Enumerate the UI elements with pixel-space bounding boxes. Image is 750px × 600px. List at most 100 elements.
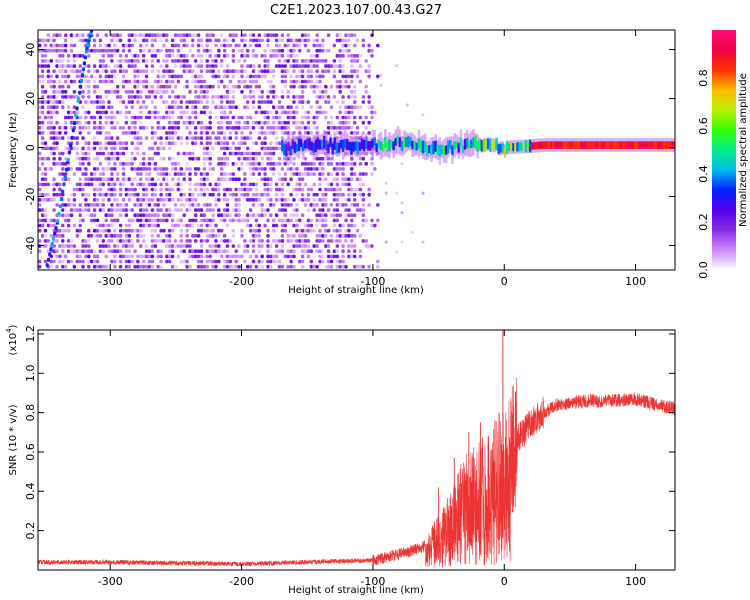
spectrogram-cell xyxy=(130,259,134,264)
spectrogram-cell xyxy=(208,126,212,130)
spectrogram-cell xyxy=(205,136,209,140)
spectrogram-cell xyxy=(156,59,160,63)
spectrogram-cell xyxy=(263,100,267,104)
spectrogram-cell xyxy=(168,136,172,140)
spectrogram-cell xyxy=(185,64,189,68)
spectrogram-cell xyxy=(367,192,371,197)
spectrogram-cell xyxy=(350,187,354,192)
spectrogram-cell xyxy=(335,172,339,176)
spectrogram-cell xyxy=(130,254,134,259)
spectrogram-cell xyxy=(107,239,111,243)
spectrogram-cell xyxy=(136,54,140,58)
spectrogram-cell xyxy=(165,187,169,192)
spectrogram-cell xyxy=(306,59,311,63)
spectrogram-cell xyxy=(66,239,71,243)
spectrogram-cell xyxy=(300,64,305,68)
spectrogram-cell xyxy=(185,84,189,89)
spectrogram-cell xyxy=(344,228,348,233)
spectrogram-cell xyxy=(84,203,88,207)
spectrogram-cell xyxy=(269,141,273,145)
spectrogram-cell xyxy=(144,105,149,109)
spectrogram-cell xyxy=(170,218,175,223)
spectrogram-cell xyxy=(332,239,337,243)
spectrogram-cell xyxy=(98,38,103,43)
spectrogram-cell xyxy=(107,64,111,68)
spectrogram-cell xyxy=(248,198,253,202)
spectrogram-cell xyxy=(194,105,198,109)
carrier-cell xyxy=(365,139,368,149)
spectrogram-cell xyxy=(136,115,140,120)
spectrogram-cell xyxy=(220,33,224,37)
spectrogram-cell xyxy=(84,110,88,115)
spectrogram-cell xyxy=(208,259,212,264)
spectrogram-cell xyxy=(194,84,198,89)
spectrogram-cell xyxy=(55,48,59,53)
spectrogram-cell xyxy=(303,79,308,84)
spectrogram-cell xyxy=(64,69,68,73)
diagonal-trace-cell xyxy=(71,128,75,133)
spectrogram-cell xyxy=(144,167,149,171)
spectrogram-cell xyxy=(286,203,290,207)
spectrogram-cell xyxy=(280,110,285,115)
spectrogram-cell xyxy=(326,120,331,125)
spectrogram-cell xyxy=(344,234,348,238)
spectrogram-cell xyxy=(324,95,328,99)
spectrogram-cell xyxy=(211,59,215,63)
spectrogram-cell xyxy=(66,59,71,63)
spectrogram-cell xyxy=(170,69,175,73)
spectrogram-cell xyxy=(231,162,235,166)
spectrogram-cell xyxy=(315,156,319,161)
spectrogram-cell xyxy=(61,162,65,166)
spectrogram-cell xyxy=(225,126,230,130)
carrier-cell xyxy=(331,143,334,155)
spectrogram-cell xyxy=(350,110,354,115)
spectrogram-cell xyxy=(243,95,247,99)
spectrogram-cell xyxy=(92,156,97,161)
spectrogram-cell xyxy=(168,110,172,115)
spectrogram-cell xyxy=(139,43,143,48)
spectrogram-cell xyxy=(104,146,108,151)
spectrogram-cell xyxy=(46,146,51,151)
spectrogram-cell xyxy=(243,187,247,192)
spectrogram-cell xyxy=(344,177,348,181)
spectrogram-cell xyxy=(283,131,287,135)
spectrogram-cell xyxy=(87,254,91,259)
spectrogram-cell xyxy=(150,69,155,73)
carrier-cell xyxy=(501,143,505,153)
spectrogram-cell xyxy=(344,110,348,115)
spectrogram-cell xyxy=(277,259,282,264)
spectrogram-cell xyxy=(142,100,146,104)
spectrogram-cell xyxy=(159,156,163,161)
carrier-cell xyxy=(514,142,517,152)
spectrogram-cell xyxy=(58,43,62,48)
spectrogram-cell xyxy=(182,172,186,176)
spectrogram-cell xyxy=(318,198,322,202)
spectrogram-cell xyxy=(107,151,111,156)
spectrogram-cell xyxy=(280,208,285,212)
spectrogram-cell xyxy=(350,239,354,243)
spectrogram-cell xyxy=(156,172,160,176)
spectrogram-cell xyxy=(124,187,129,192)
spectrogram-cell xyxy=(52,136,56,140)
spectrogram-cell xyxy=(159,48,163,53)
spectrogram-cell xyxy=(84,244,88,248)
carrier-cell xyxy=(478,138,482,150)
spectrogram-cell xyxy=(234,192,238,197)
spectrogram-cell xyxy=(179,64,183,68)
spectrogram-cell xyxy=(185,264,189,269)
spectrogram-cell xyxy=(38,259,42,264)
spectrogram-cell xyxy=(46,115,51,120)
spectrogram-cell xyxy=(121,172,126,176)
spectrogram-cell xyxy=(199,59,204,63)
carrier-cell xyxy=(297,138,301,152)
spectrogram-cell xyxy=(170,48,175,53)
spectrogram-cell xyxy=(272,146,276,151)
spectrogram-cell xyxy=(75,141,79,145)
spectrogram-cell xyxy=(251,38,256,43)
spectrogram-cell xyxy=(266,151,270,156)
spectrogram-cell xyxy=(376,43,380,48)
spectrogram-cell xyxy=(107,208,111,212)
spectrogram-cell xyxy=(104,48,108,53)
